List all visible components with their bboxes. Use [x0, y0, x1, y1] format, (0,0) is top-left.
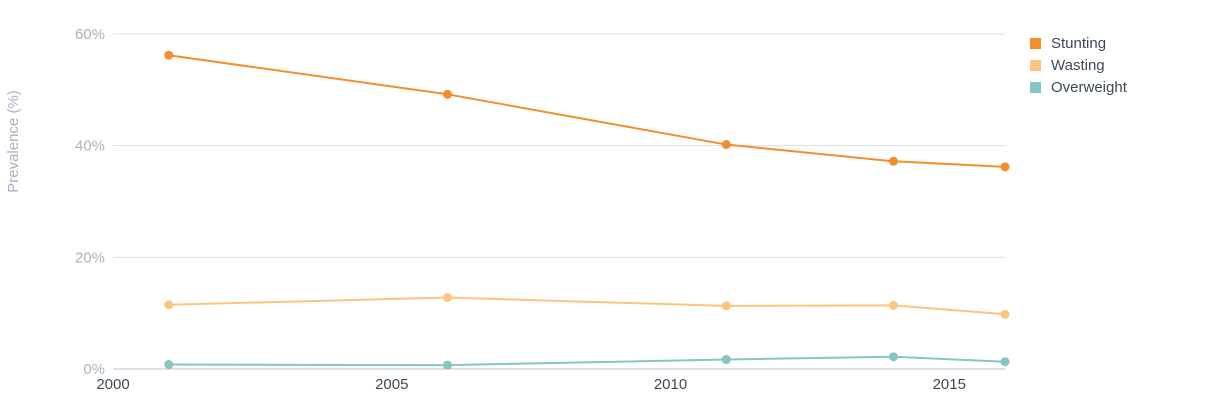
y-tick-label: 20% [75, 249, 105, 266]
data-point-wasting[interactable] [889, 300, 898, 310]
y-tick-label: 40% [75, 138, 105, 155]
data-point-overweight[interactable] [889, 352, 898, 362]
data-point-overweight[interactable] [164, 360, 174, 370]
data-point-overweight[interactable] [721, 355, 731, 365]
y-axis-label: Prevalence (%) [5, 90, 22, 193]
data-point-wasting[interactable] [443, 293, 452, 303]
y-tick-label: 60% [75, 26, 105, 43]
x-tick-label: 2005 [375, 376, 408, 393]
legend-swatch-overweight [1030, 82, 1041, 93]
data-point-overweight[interactable] [1000, 357, 1010, 367]
data-point-wasting[interactable] [164, 300, 174, 310]
data-point-stunting[interactable] [164, 50, 174, 60]
x-tick-label: 2000 [96, 376, 129, 393]
x-tick-label: 2015 [933, 376, 966, 393]
data-point-wasting[interactable] [721, 301, 731, 311]
y-tick-label: 0% [83, 361, 105, 378]
x-tick-label: 2010 [654, 376, 687, 393]
data-point-stunting[interactable] [889, 156, 898, 166]
data-point-stunting[interactable] [443, 89, 452, 99]
legend: Stunting Wasting Overweight [1030, 35, 1128, 96]
legend-label-overweight: Overweight [1051, 79, 1128, 96]
legend-label-wasting: Wasting [1051, 57, 1105, 74]
legend-item-overweight[interactable]: Overweight [1030, 79, 1128, 96]
series-line-wasting [168, 296, 1006, 316]
data-point-stunting[interactable] [721, 140, 731, 150]
series-layer [164, 50, 1010, 370]
axis-layer: 0% 20% 40% 60% 2000 2005 2010 2015 [75, 26, 1005, 393]
data-point-overweight[interactable] [443, 360, 452, 370]
legend-item-stunting[interactable]: Stunting [1030, 35, 1106, 52]
legend-swatch-wasting [1030, 60, 1041, 71]
series-line-overweight [168, 355, 1006, 367]
legend-label-stunting: Stunting [1051, 35, 1106, 52]
data-point-wasting[interactable] [1000, 309, 1010, 319]
data-point-stunting[interactable] [1000, 162, 1010, 172]
series-line-stunting [168, 54, 1006, 168]
grid-layer [113, 33, 1005, 258]
legend-item-wasting[interactable]: Wasting [1030, 57, 1105, 74]
legend-swatch-stunting [1030, 38, 1041, 49]
